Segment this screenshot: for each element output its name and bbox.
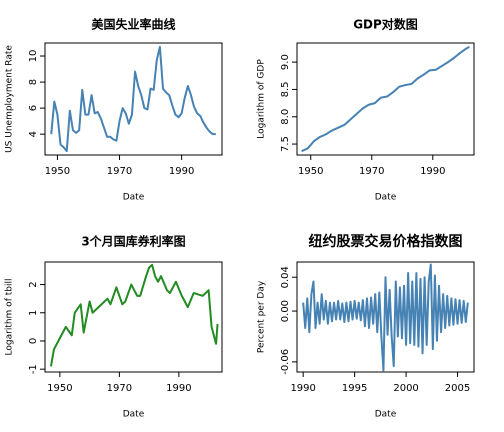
- y-tick-label: 0.00: [280, 300, 291, 322]
- y-axis-label: Percent per Day: [257, 280, 267, 353]
- plot-frame: [44, 42, 223, 156]
- panel: 美国失业率曲线 1950 1970 1990 4 6 8 10 Date US Unemploym…: [5, 17, 223, 203]
- panel-title: GDP对数图: [353, 17, 418, 32]
- y-axis-label: Logarithm of tbill: [5, 279, 15, 356]
- y-tick-label: 8.5: [280, 81, 291, 97]
- y-tick-label: 7.5: [280, 136, 291, 152]
- y-tick-label: -1: [28, 364, 39, 374]
- panel: 纽约股票交易价格指数图 1990 1995 2000 2005 -0.06 0.00 0.04…: [257, 233, 475, 420]
- y-tick-label: 0: [28, 338, 39, 344]
- y-tick-label: 10: [28, 50, 39, 63]
- x-tick-label: 1990: [166, 383, 191, 394]
- panel-title: 3个月国库券利率图: [81, 234, 185, 249]
- panel-title: 纽约股票交易价格指数图: [309, 233, 463, 250]
- y-tick-label: 8: [28, 79, 39, 85]
- x-tick-label: 1990: [290, 383, 315, 394]
- x-tick-label: 1950: [298, 166, 323, 177]
- data-line: [301, 45, 470, 153]
- x-axis-label: Date: [123, 410, 145, 420]
- data-line: [49, 263, 219, 367]
- panel: GDP对数图 1950 1970 1990 7.5 8.0 8.5 9.0 Date Logari…: [257, 17, 475, 203]
- panel: 3个月国库券利率图 1950 1970 1990 -1 0 1 2 Date Logarithm …: [5, 234, 223, 420]
- x-axis-label: Date: [375, 410, 397, 420]
- x-tick-label: 1970: [107, 383, 132, 394]
- plot-frame: [296, 42, 475, 156]
- x-tick-label: 1970: [107, 166, 132, 177]
- x-tick-label: 1990: [420, 166, 445, 177]
- x-tick-label: 1990: [169, 166, 194, 177]
- panel-title: 美国失业率曲线: [91, 17, 175, 32]
- x-tick-label: 2005: [445, 383, 470, 394]
- y-tick-label: 8.0: [280, 109, 291, 125]
- y-axis-label: Logarithm of GDP: [257, 59, 267, 139]
- y-tick-label: 4: [28, 131, 39, 137]
- y-tick-label: 2: [28, 281, 39, 287]
- data-line: [50, 45, 216, 153]
- x-tick-label: 1950: [47, 383, 72, 394]
- x-axis-label: Date: [375, 193, 397, 203]
- y-tick-label: 0.04: [280, 266, 291, 288]
- x-tick-label: 2000: [393, 383, 418, 394]
- y-tick-label: 9.0: [280, 54, 291, 70]
- y-tick-label: -0.06: [280, 349, 291, 375]
- plot-frame: [296, 261, 475, 373]
- x-axis-label: Date: [123, 193, 145, 203]
- y-tick-label: 6: [28, 105, 39, 111]
- x-tick-label: 1970: [359, 166, 384, 177]
- x-tick-label: 1950: [45, 166, 70, 177]
- plot-frame: [44, 261, 223, 373]
- data-line: [302, 263, 469, 372]
- x-tick-label: 1995: [342, 383, 367, 394]
- y-axis-label: US Unemployment Rate: [5, 45, 15, 153]
- y-tick-label: 1: [28, 310, 39, 316]
